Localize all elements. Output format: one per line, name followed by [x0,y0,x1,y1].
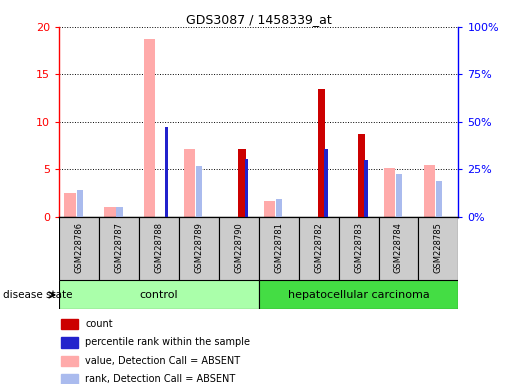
Bar [179,217,219,280]
Bar [59,217,99,280]
Bar [116,207,123,217]
Text: GSM228789: GSM228789 [195,222,203,273]
Bar [259,280,458,309]
Bar [379,217,418,280]
Bar [59,280,259,309]
Text: GSM228781: GSM228781 [274,222,283,273]
Text: GSM228782: GSM228782 [314,222,323,273]
Text: GSM228786: GSM228786 [75,222,83,273]
Bar [184,149,195,217]
Text: rank, Detection Call = ABSENT: rank, Detection Call = ABSENT [85,374,236,384]
Bar [436,181,442,217]
Bar [259,217,299,280]
Bar [61,337,78,348]
Bar [365,160,368,217]
Text: count: count [85,319,113,329]
Bar [384,167,395,217]
Text: hepatocellular carcinoma: hepatocellular carcinoma [288,290,430,300]
Text: percentile rank within the sample: percentile rank within the sample [85,338,250,348]
Bar [264,201,275,217]
Bar [418,217,458,280]
Bar [318,89,325,217]
Text: GSM228790: GSM228790 [234,222,243,273]
Text: GSM228788: GSM228788 [154,222,163,273]
Bar [396,174,402,217]
Text: GSM228783: GSM228783 [354,222,363,273]
Bar [358,134,365,217]
Bar [61,356,78,366]
Bar [245,159,248,217]
Bar [61,319,78,329]
Text: GSM228785: GSM228785 [434,222,443,273]
Bar [99,217,139,280]
Bar [276,199,282,217]
Text: disease state: disease state [3,290,72,300]
Bar [424,165,435,217]
Bar [64,193,76,217]
Bar [219,217,259,280]
Bar [339,217,379,280]
Title: GDS3087 / 1458339_at: GDS3087 / 1458339_at [186,13,332,26]
Bar [144,39,156,217]
Text: GSM228787: GSM228787 [115,222,124,273]
Bar [105,207,115,217]
Bar [139,217,179,280]
Bar [196,166,202,217]
Text: GSM228784: GSM228784 [394,222,403,273]
Bar [61,374,78,384]
Bar [238,149,246,217]
Text: control: control [140,290,178,300]
Text: value, Detection Call = ABSENT: value, Detection Call = ABSENT [85,356,241,366]
Bar [324,149,328,217]
Bar [299,217,339,280]
Bar [77,190,82,217]
Bar [165,127,168,217]
